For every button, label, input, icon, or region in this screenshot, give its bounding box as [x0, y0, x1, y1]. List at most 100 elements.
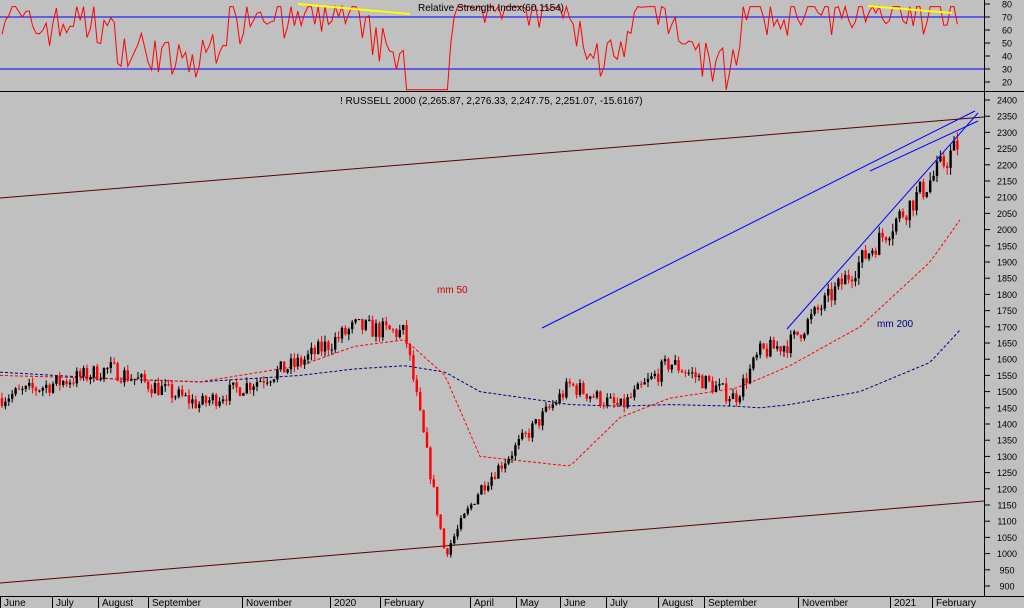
candle-body [599, 391, 602, 406]
candle-body [371, 319, 374, 337]
candle-body [130, 379, 133, 381]
candle-body [504, 463, 507, 469]
candle-body [116, 363, 119, 381]
candle-body [160, 386, 163, 395]
candle-body [259, 380, 262, 382]
candle-body [602, 405, 605, 407]
candle-body [55, 375, 58, 384]
channel-lower-line [0, 500, 985, 584]
candle-body [181, 389, 184, 396]
price-tick-label: 1650 [997, 339, 1017, 349]
candle-body [439, 514, 442, 529]
candle-body [524, 432, 527, 434]
candle-body [803, 333, 806, 339]
candle-body [827, 288, 830, 296]
candle-body [75, 371, 78, 384]
candle-body [109, 362, 112, 368]
price-tick-label: 1750 [997, 306, 1017, 316]
candle-body [425, 432, 429, 448]
candle-body [714, 385, 718, 393]
x-axis: June July August September November 2020 Febru… [0, 597, 976, 608]
rsi-divergence-line-right [867, 5, 953, 14]
candle-body [731, 393, 735, 400]
candle-body [905, 216, 908, 221]
candle-body [779, 346, 782, 352]
candle-body [201, 395, 204, 405]
candle-body [687, 372, 690, 374]
candle-body [912, 200, 915, 211]
candle-body [385, 321, 388, 326]
candle-body [208, 400, 211, 403]
candle-body [490, 476, 493, 486]
candle-body [500, 465, 503, 469]
price-tick-label: 1850 [997, 274, 1017, 284]
candle-body [476, 494, 480, 504]
candle-body [612, 397, 616, 403]
price-tick-label: 1450 [997, 403, 1017, 413]
candle-body [595, 391, 599, 398]
ma50-label: mm 50 [437, 285, 468, 296]
candle-body [592, 396, 595, 398]
candle-body [833, 286, 837, 301]
candle-body [191, 399, 194, 404]
candle-body [646, 378, 650, 383]
candle-body [17, 388, 21, 390]
candle-body [633, 389, 636, 398]
candle-body [929, 180, 932, 193]
candle-body [796, 331, 799, 335]
candle-body [296, 357, 299, 366]
candle-body [45, 384, 48, 388]
candle-body [378, 323, 381, 338]
candle-body [398, 330, 401, 338]
candle-body [119, 380, 123, 383]
candle-body [344, 327, 347, 335]
candle-body [249, 382, 252, 390]
candle-body [548, 406, 551, 408]
x-tick-label: 2021 [894, 598, 917, 608]
candle-body [820, 308, 823, 310]
rsi-tick-label: 80 [1002, 0, 1012, 10]
candle-body [279, 361, 282, 370]
candle-body [300, 357, 303, 365]
x-tick-label: September [708, 598, 758, 608]
trendline-upper [541, 110, 976, 329]
candle-body [187, 394, 191, 404]
candle-body [133, 378, 136, 380]
candle-body [861, 250, 864, 263]
candle-body [918, 181, 922, 193]
candle-body [691, 372, 694, 374]
candle-body [619, 398, 622, 406]
candle-body [334, 337, 337, 350]
candle-body [728, 399, 731, 402]
candle-body [660, 361, 663, 382]
price-tick-label: 1600 [997, 355, 1017, 365]
candle-body [789, 334, 792, 354]
candle-body [867, 253, 871, 259]
price-tick-label: 2400 [997, 96, 1017, 106]
candle-body [174, 396, 177, 398]
candle-body [82, 367, 85, 377]
rsi-divergence-line-left [297, 3, 411, 15]
candle-body [497, 465, 500, 479]
candle-body [143, 374, 146, 382]
candle-body [670, 364, 673, 370]
candle-body [436, 486, 439, 515]
candle-body [816, 307, 820, 310]
candle-body [147, 381, 150, 389]
candle-body [493, 476, 497, 479]
candle-body [388, 325, 391, 330]
candle-body [806, 319, 809, 334]
price-tick-label: 2350 [997, 112, 1017, 122]
candle-body [487, 485, 490, 491]
candle-body [68, 382, 72, 385]
candle-body [823, 295, 826, 309]
candle-body [881, 232, 884, 238]
candle-body [735, 393, 738, 403]
candle-body [456, 528, 459, 537]
candle-body [41, 387, 44, 391]
price-y-axis: 2400 2350 2300 2250 2200 2150 2100 2050 2000 1950… [984, 96, 1017, 592]
rsi-tick-label: 20 [1002, 78, 1012, 88]
candle-body [755, 354, 758, 358]
price-tick-label: 2000 [997, 225, 1017, 235]
